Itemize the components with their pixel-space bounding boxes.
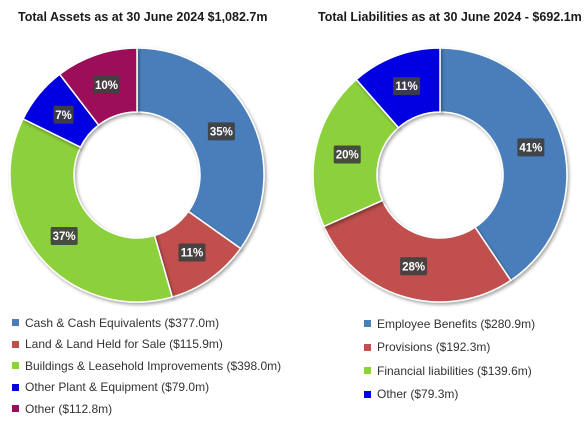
assets-pct-label-cash-and-cash-equivalents: 35%: [210, 126, 233, 138]
legend-swatch: [12, 340, 19, 348]
assets-label-box-land-and-land-held-for-sale: [178, 243, 206, 262]
liabilities-legend-item-financial-liabilities: Financial liabilities ($139.6m): [364, 359, 535, 383]
liabilities-legend: Employee Benefits ($280.9m) Provisions ($…: [364, 312, 535, 406]
legend-label: Employee Benefits ($280.9m): [377, 316, 536, 331]
liabilities-pct-label-other: 11%: [395, 81, 417, 93]
assets-slice-cash-and-cash-equivalents: [136, 47, 265, 250]
liabilities-label-box-employee-benefits: [517, 138, 545, 157]
assets-label-box-other-plant-and-equipment: [53, 105, 74, 124]
liabilities-chart-title: Total Liabilities as at 30 June 2024 - $…: [318, 10, 582, 24]
legend-label: Other ($79.3m): [377, 387, 459, 402]
liabilities-label-box-financial-liabilities: [333, 145, 361, 164]
legend-swatch: [12, 383, 19, 391]
legend-swatch: [364, 320, 371, 328]
liabilities-donut: 41% 28% 20% 11%: [312, 47, 568, 303]
liabilities-legend-item-other: Other ($79.3m): [364, 383, 535, 407]
assets-legend-item-cash-and-cash-equivalents: Cash & Cash Equivalents ($377.0m): [12, 312, 281, 334]
assets-legend-item-buildings-and-leasehold-improvements: Buildings & Leasehold Improvements ($398…: [12, 355, 281, 377]
legend-swatch: [12, 319, 19, 327]
legend-label: Cash & Cash Equivalents ($377.0m): [25, 315, 220, 330]
legend-label: Land & Land Held for Sale ($115.9m): [25, 337, 223, 352]
liabilities-legend-item-employee-benefits: Employee Benefits ($280.9m): [364, 312, 535, 336]
liabilities-pct-label-employee-benefits: 41%: [519, 142, 542, 154]
liabilities-label-box-provisions: [400, 257, 428, 276]
assets-legend: Cash & Cash Equivalents ($377.0m) Land & …: [12, 312, 281, 420]
legend-label: Buildings & Leasehold Improvements ($398…: [25, 358, 282, 373]
assets-label-box-other: [92, 76, 120, 95]
assets-slice-buildings-and-leasehold-improvements: [9, 117, 174, 303]
assets-label-box-cash-and-cash-equivalents: [207, 122, 235, 141]
liabilities-slice-provisions: [322, 199, 512, 303]
assets-label-box-buildings-and-leasehold-improvements: [50, 226, 78, 245]
liabilities-pct-label-provisions: 28%: [402, 261, 425, 273]
legend-label: Other ($112.8m): [25, 401, 113, 416]
legend-swatch: [12, 405, 19, 413]
legend-label: Provisions ($192.3m): [377, 340, 491, 355]
liabilities-legend-item-provisions: Provisions ($192.3m): [364, 336, 535, 360]
legend-swatch: [364, 367, 371, 375]
assets-chart-title: Total Assets as at 30 June 2024 $1,082.7…: [18, 10, 268, 24]
assets-pct-label-other: 10%: [95, 80, 118, 92]
legend-label: Financial liabilities ($139.6m): [377, 363, 532, 378]
legend-label: Other Plant & Equipment ($79.0m): [25, 380, 210, 395]
liabilities-chart: Total Liabilities as at 30 June 2024 - $…: [292, 0, 585, 427]
assets-legend-item-other: Other ($112.8m): [12, 398, 281, 420]
assets-donut: 35% 11% 37% 7% 10%: [9, 47, 265, 303]
assets-legend-item-land-and-land-held-for-sale: Land & Land Held for Sale ($115.9m): [12, 334, 281, 356]
legend-swatch: [12, 362, 19, 370]
assets-pct-label-buildings-and-leasehold-improvements: 37%: [53, 231, 76, 243]
liabilities-label-box-other: [393, 77, 421, 96]
liabilities-pct-label-financial-liabilities: 20%: [336, 150, 359, 162]
assets-legend-item-other-plant-and-equipment: Other Plant & Equipment ($79.0m): [12, 377, 281, 399]
assets-pct-label-land-and-land-held-for-sale: 11%: [181, 247, 203, 259]
assets-pct-label-other-plant-and-equipment: 7%: [55, 110, 72, 122]
legend-swatch: [364, 343, 371, 351]
legend-swatch: [364, 390, 371, 398]
assets-chart: Total Assets as at 30 June 2024 $1,082.7…: [0, 0, 290, 427]
liabilities-slice-employee-benefits: [439, 47, 568, 282]
